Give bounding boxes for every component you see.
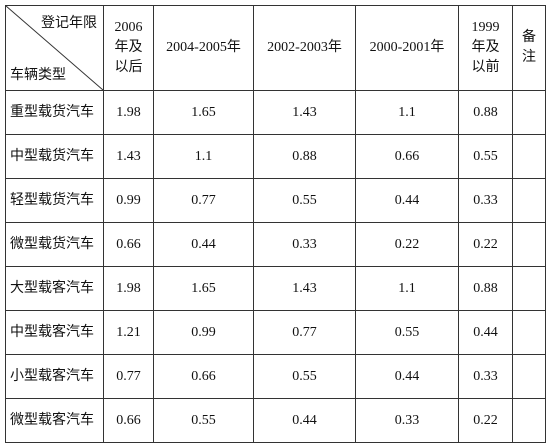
remark-cell bbox=[512, 178, 546, 223]
value-cell: 0.55 bbox=[253, 178, 356, 223]
value-cell: 0.22 bbox=[458, 398, 513, 443]
column-header-text: 1999年及以前 bbox=[471, 20, 500, 75]
corner-bottom: 车辆类型 bbox=[10, 68, 66, 83]
value-cell: 0.33 bbox=[458, 178, 513, 223]
column-header-text: 2006年及以后 bbox=[114, 20, 143, 75]
value-cell: 0.22 bbox=[355, 222, 459, 267]
table-row: 微型载客汽车 0.66 0.55 0.44 0.33 0.22 bbox=[5, 398, 546, 443]
remark-cell bbox=[512, 90, 546, 135]
value-cell: 0.66 bbox=[153, 354, 254, 399]
value-cell: 1.1 bbox=[355, 266, 459, 311]
value-cell: 1.65 bbox=[153, 266, 254, 311]
row-label: 微型载客汽车 bbox=[5, 398, 104, 443]
row-label: 微型载货汽车 bbox=[5, 222, 104, 267]
table-row: 轻型载货汽车 0.99 0.77 0.55 0.44 0.33 bbox=[5, 178, 546, 223]
value-cell: 0.55 bbox=[253, 354, 356, 399]
value-cell: 0.33 bbox=[253, 222, 356, 267]
column-header: 1999年及以前 bbox=[458, 5, 513, 91]
value-cell: 0.66 bbox=[103, 398, 154, 443]
remark-cell bbox=[512, 222, 546, 267]
column-header: 2002-2003年 bbox=[253, 5, 356, 91]
column-header: 2004-2005年 bbox=[153, 5, 254, 91]
value-cell: 0.55 bbox=[153, 398, 254, 443]
header-row: 登记年限 车辆类型 2006年及以后 2004-2005年 2002-2003年… bbox=[5, 5, 546, 91]
row-label: 轻型载货汽车 bbox=[5, 178, 104, 223]
value-cell: 1.65 bbox=[153, 90, 254, 135]
row-label: 大型载客汽车 bbox=[5, 266, 104, 311]
row-label: 重型载货汽车 bbox=[5, 90, 104, 135]
value-cell: 0.33 bbox=[355, 398, 459, 443]
value-cell: 0.44 bbox=[355, 354, 459, 399]
value-cell: 0.44 bbox=[458, 310, 513, 355]
table-row: 微型载货汽车 0.66 0.44 0.33 0.22 0.22 bbox=[5, 222, 546, 267]
value-cell: 1.1 bbox=[153, 134, 254, 179]
row-label: 中型载货汽车 bbox=[5, 134, 104, 179]
row-label: 小型载客汽车 bbox=[5, 354, 104, 399]
value-cell: 0.88 bbox=[458, 90, 513, 135]
value-cell: 0.99 bbox=[153, 310, 254, 355]
diagonal bbox=[6, 6, 103, 90]
value-cell: 0.66 bbox=[355, 134, 459, 179]
table-row: 中型载货汽车 1.43 1.1 0.88 0.66 0.55 bbox=[5, 134, 546, 179]
column-header: 2006年及以后 bbox=[103, 5, 154, 91]
value-cell: 1.43 bbox=[103, 134, 154, 179]
value-cell: 1.43 bbox=[253, 90, 356, 135]
value-cell: 1.43 bbox=[253, 266, 356, 311]
remark-cell bbox=[512, 354, 546, 399]
value-cell: 0.88 bbox=[458, 266, 513, 311]
table-row: 小型载客汽车 0.77 0.66 0.55 0.44 0.33 bbox=[5, 354, 546, 399]
table-row: 大型载客汽车 1.98 1.65 1.43 1.1 0.88 bbox=[5, 266, 546, 311]
table-row: 重型载货汽车 1.98 1.65 1.43 1.1 0.88 bbox=[5, 90, 546, 135]
remark-text: 备注 bbox=[522, 30, 536, 65]
value-cell: 0.44 bbox=[253, 398, 356, 443]
value-cell: 0.99 bbox=[103, 178, 154, 223]
remark-cell bbox=[512, 310, 546, 355]
value-cell: 0.77 bbox=[153, 178, 254, 223]
corner-cell: 登记年限 车辆类型 bbox=[5, 5, 104, 91]
value-cell: 0.66 bbox=[103, 222, 154, 267]
value-cell: 0.55 bbox=[355, 310, 459, 355]
table-body: 登记年限 车辆类型 2006年及以后 2004-2005年 2002-2003年… bbox=[5, 5, 546, 443]
value-cell: 1.98 bbox=[103, 266, 154, 311]
remark-cell bbox=[512, 398, 546, 443]
value-cell: 0.88 bbox=[253, 134, 356, 179]
fee-table: 登记年限 车辆类型 2006年及以后 2004-2005年 2002-2003年… bbox=[5, 5, 546, 443]
value-cell: 0.77 bbox=[103, 354, 154, 399]
value-cell: 0.33 bbox=[458, 354, 513, 399]
column-header: 2000-2001年 bbox=[355, 5, 459, 91]
value-cell: 0.77 bbox=[253, 310, 356, 355]
value-cell: 0.22 bbox=[458, 222, 513, 267]
remark-cell bbox=[512, 266, 546, 311]
remark-header: 备注 bbox=[512, 5, 546, 91]
row-label: 中型载客汽车 bbox=[5, 310, 104, 355]
value-cell: 1.98 bbox=[103, 90, 154, 135]
value-cell: 0.44 bbox=[355, 178, 459, 223]
value-cell: 1.1 bbox=[355, 90, 459, 135]
value-cell: 0.44 bbox=[153, 222, 254, 267]
table-row: 中型载客汽车 1.21 0.99 0.77 0.55 0.44 bbox=[5, 310, 546, 355]
value-cell: 1.21 bbox=[103, 310, 154, 355]
value-cell: 0.55 bbox=[458, 134, 513, 179]
corner-top: 登记年限 bbox=[41, 16, 97, 31]
remark-cell bbox=[512, 134, 546, 179]
